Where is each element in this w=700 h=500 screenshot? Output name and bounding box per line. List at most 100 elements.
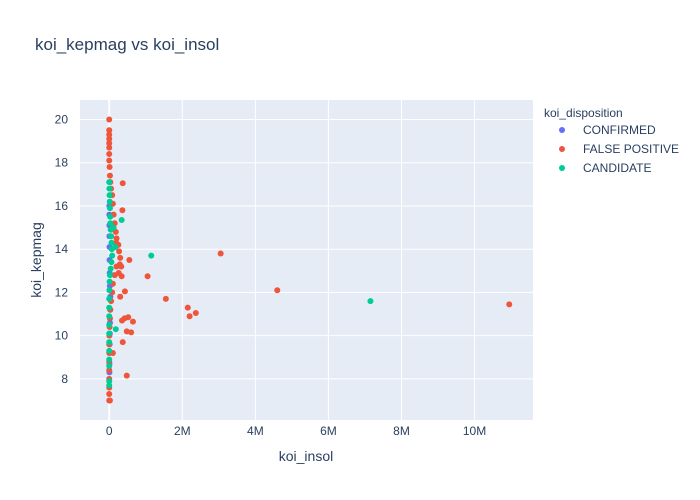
data-point	[106, 287, 113, 294]
data-point	[106, 192, 113, 199]
data-point	[108, 259, 115, 266]
data-point	[106, 356, 113, 363]
data-point	[106, 140, 113, 147]
legend-item[interactable]: FALSE POSITIVE	[559, 142, 679, 156]
data-point	[106, 321, 113, 328]
data-point	[106, 339, 113, 346]
legend-title: koi_disposition	[544, 106, 623, 120]
data-point	[129, 318, 136, 325]
legend-marker	[559, 165, 565, 171]
data-point	[217, 250, 224, 257]
x-tick-label: 4M	[247, 424, 264, 438]
data-point	[108, 239, 115, 246]
y-tick-label: 8	[61, 372, 68, 386]
data-point	[106, 179, 113, 186]
x-axis-label: koi_insol	[279, 448, 333, 464]
data-point	[192, 309, 199, 316]
x-tick-label: 8M	[393, 424, 410, 438]
data-point	[144, 273, 151, 280]
data-point	[367, 298, 374, 305]
chart-title: koi_kepmag vs koi_insol	[35, 35, 219, 54]
data-point	[106, 313, 113, 320]
data-point	[118, 273, 125, 280]
data-point	[128, 329, 135, 336]
data-point	[106, 391, 113, 398]
data-point	[117, 254, 124, 261]
data-point	[506, 301, 513, 308]
data-point	[106, 172, 113, 179]
legend-item[interactable]: CONFIRMED	[559, 123, 656, 137]
y-tick-label: 20	[55, 112, 69, 126]
data-point	[106, 185, 113, 192]
data-point	[106, 362, 113, 369]
data-point	[109, 252, 116, 259]
data-point	[106, 347, 113, 354]
data-point	[107, 265, 114, 272]
legend-marker	[559, 146, 565, 152]
series-false-positive	[106, 116, 513, 404]
data-point	[186, 313, 193, 320]
data-point	[106, 382, 113, 389]
x-tick-label: 0	[106, 424, 113, 438]
data-point	[184, 304, 191, 311]
data-point	[274, 287, 281, 294]
y-tick-label: 12	[55, 285, 69, 299]
y-axis-label: koi_kepmag	[28, 222, 44, 298]
legend-label: CONFIRMED	[583, 123, 656, 137]
data-point	[106, 151, 113, 158]
data-point	[119, 317, 126, 324]
gridlines	[80, 100, 533, 420]
data-point	[106, 378, 113, 385]
legend-items: CONFIRMED FALSE POSITIVE CANDIDATE	[559, 123, 679, 175]
data-point	[106, 295, 113, 302]
data-point	[123, 372, 130, 379]
data-point	[107, 220, 114, 227]
y-tick-label: 10	[55, 329, 69, 343]
legend-item[interactable]: CANDIDATE	[559, 161, 651, 175]
series-candidate	[106, 179, 374, 389]
data-point	[106, 272, 113, 279]
data-point	[106, 330, 113, 337]
data-point	[106, 304, 113, 311]
data-point	[112, 244, 119, 251]
data-point	[106, 127, 113, 134]
data-point	[121, 288, 128, 295]
data-point	[107, 213, 114, 220]
data-point	[106, 144, 113, 151]
data-point	[112, 326, 119, 333]
legend-marker	[559, 127, 565, 133]
data-point	[113, 235, 120, 242]
x-tick-label: 6M	[320, 424, 337, 438]
data-point	[119, 207, 126, 214]
data-point	[106, 135, 113, 142]
data-point	[148, 252, 155, 259]
data-point	[106, 205, 113, 212]
data-points	[106, 116, 513, 404]
y-axis-tick-labels: 8 10 12 14 16 18 20	[55, 112, 69, 385]
data-point	[106, 157, 113, 164]
legend-label: FALSE POSITIVE	[583, 142, 679, 156]
data-point	[108, 233, 115, 240]
data-point	[119, 180, 126, 187]
legend-label: CANDIDATE	[583, 161, 651, 175]
y-tick-label: 16	[55, 199, 69, 213]
data-point	[119, 339, 126, 346]
data-point	[117, 293, 124, 300]
data-point	[106, 116, 113, 123]
x-axis-tick-labels: 0 2M 4M 6M 8M 10M	[106, 424, 486, 438]
data-point	[162, 295, 169, 302]
y-tick-label: 18	[55, 156, 69, 170]
data-point	[106, 367, 113, 374]
plot-background	[80, 100, 533, 420]
y-tick-label: 14	[55, 242, 69, 256]
x-tick-label: 10M	[463, 424, 486, 438]
data-point	[110, 224, 117, 231]
data-point	[118, 263, 125, 270]
data-point	[106, 131, 113, 138]
data-point	[125, 314, 132, 321]
data-point	[106, 164, 113, 171]
data-point	[106, 278, 113, 285]
data-point	[126, 257, 133, 263]
